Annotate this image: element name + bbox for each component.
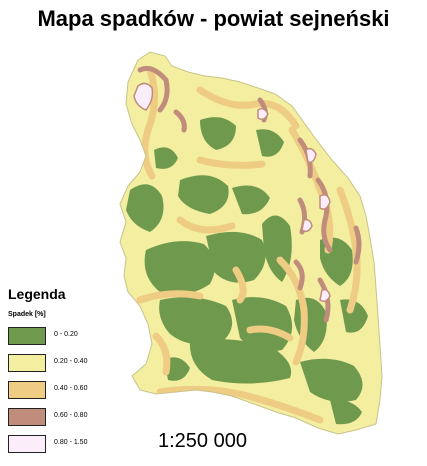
legend-label: 0.40 - 0.60 bbox=[54, 385, 88, 392]
legend-swatch bbox=[8, 435, 46, 453]
legend-swatch bbox=[8, 354, 46, 372]
legend-item-class-1: 0 - 0.20 bbox=[8, 327, 128, 345]
legend-label: 0 - 0.20 bbox=[54, 331, 78, 338]
class-0.80-1.50-areas bbox=[133, 82, 331, 303]
legend-item-class-2: 0.20 - 0.40 bbox=[8, 354, 128, 372]
legend-item-class-5: 0.80 - 1.50 bbox=[8, 435, 128, 453]
scale-label: 1:250 000 bbox=[158, 430, 247, 452]
legend-item-class-3: 0.40 - 0.60 bbox=[8, 381, 128, 399]
legend-swatch bbox=[8, 327, 46, 345]
legend-label: 0.60 - 0.80 bbox=[54, 412, 88, 419]
county-area bbox=[120, 52, 382, 434]
legend-item-class-4: 0.60 - 0.80 bbox=[8, 408, 128, 426]
class-0.40-0.60-areas bbox=[136, 66, 361, 424]
legend-title: Legenda bbox=[8, 286, 66, 302]
map-title: Mapa spadków - powiat sejneński bbox=[37, 6, 390, 31]
legend-swatch bbox=[8, 381, 46, 399]
county-outline bbox=[119, 51, 383, 435]
legend-label: 0.80 - 1.50 bbox=[54, 439, 88, 446]
legend-subtitle: Spadek [%] bbox=[8, 311, 46, 318]
legend-swatch bbox=[8, 408, 46, 426]
legend-label: 0.20 - 0.40 bbox=[54, 358, 88, 365]
